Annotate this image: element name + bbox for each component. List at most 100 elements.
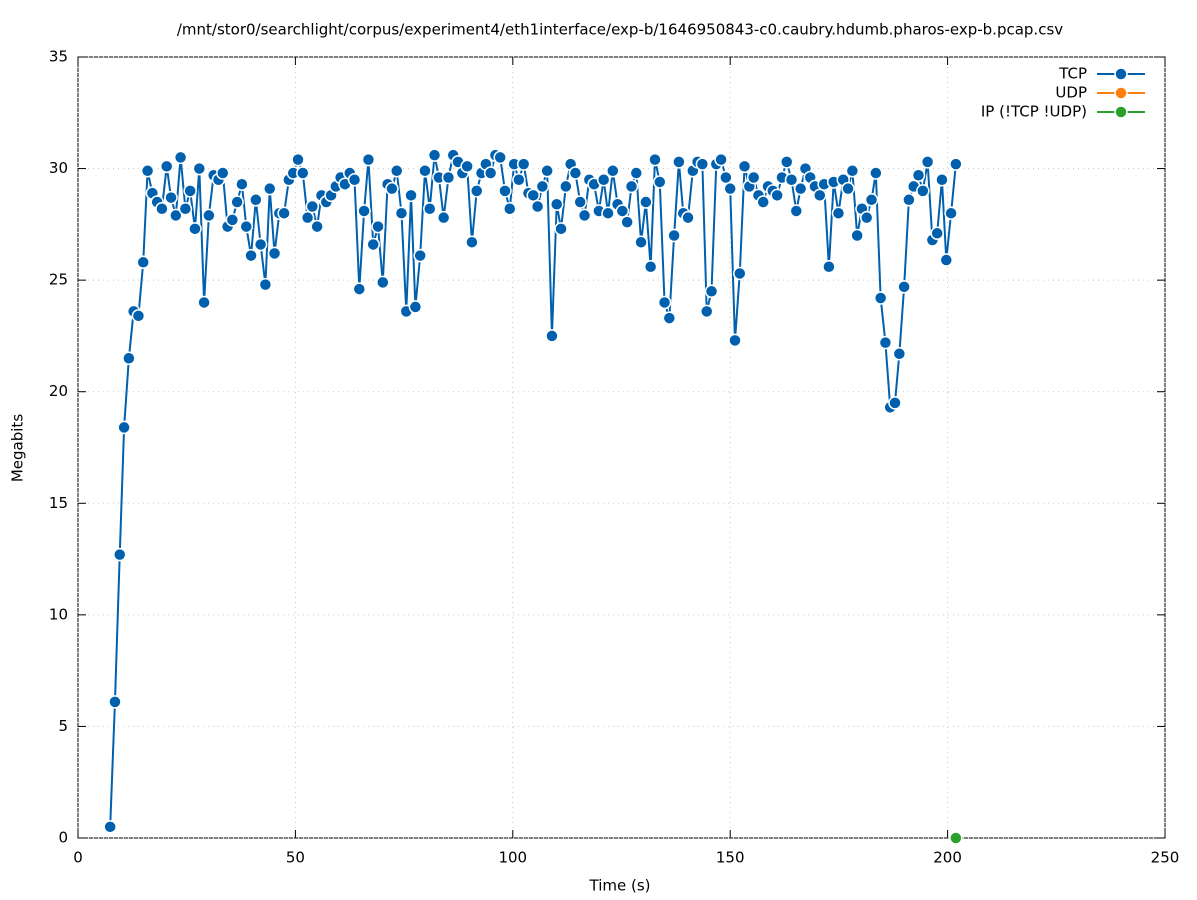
data-point — [244, 248, 258, 263]
data-point — [418, 164, 432, 178]
data-point — [136, 255, 150, 270]
data-point — [202, 208, 216, 223]
data-point — [159, 159, 174, 174]
data-point — [239, 219, 254, 234]
data-point — [949, 157, 963, 171]
data-point — [850, 228, 864, 243]
data-point — [559, 179, 573, 194]
data-point — [601, 206, 615, 220]
data-point — [648, 152, 662, 167]
data-point — [935, 172, 949, 187]
y-tick-label: 10 — [49, 605, 68, 623]
data-point — [624, 179, 639, 194]
legend-label: TCP — [1058, 65, 1087, 83]
data-point — [164, 190, 178, 205]
data-point — [813, 188, 827, 203]
x-axis-label: Time (s) — [589, 877, 651, 895]
data-point — [413, 248, 427, 263]
x-tick-label: 150 — [716, 849, 745, 867]
data-point — [779, 155, 794, 169]
data-point — [662, 311, 677, 325]
data-point — [714, 152, 728, 167]
data-point — [789, 204, 804, 218]
y-axis-label: Megabits — [9, 414, 27, 482]
data-point — [596, 172, 611, 187]
data-point — [305, 199, 320, 214]
data-point — [573, 195, 587, 209]
data-point — [643, 260, 658, 274]
data-point — [897, 280, 911, 294]
data-point — [277, 206, 291, 220]
data-point — [568, 166, 583, 180]
x-tick-label: 0 — [73, 849, 83, 867]
data-point — [723, 181, 737, 196]
data-point — [784, 172, 799, 187]
data-point — [296, 166, 310, 180]
data-point — [535, 179, 550, 194]
data-point — [657, 295, 672, 310]
y-tick-label: 0 — [58, 829, 68, 847]
data-point — [188, 222, 202, 236]
y-tick-label: 35 — [49, 48, 68, 66]
data-point — [930, 226, 944, 241]
legend-swatch — [1114, 105, 1128, 119]
data-point — [460, 159, 474, 174]
data-point — [155, 201, 169, 216]
x-tick-label: 50 — [286, 849, 305, 867]
data-point — [436, 210, 451, 225]
data-point — [258, 277, 273, 292]
data-point — [737, 159, 752, 174]
data-point — [122, 351, 136, 365]
data-point — [699, 304, 714, 319]
data-point — [695, 157, 710, 171]
data-point — [361, 152, 376, 167]
data-point — [404, 188, 418, 203]
data-point — [845, 164, 860, 178]
data-point — [427, 148, 442, 162]
data-point — [423, 201, 437, 216]
data-point — [639, 195, 653, 209]
data-point — [262, 181, 277, 196]
data-point — [864, 193, 879, 207]
data-point — [530, 199, 545, 214]
data-point — [225, 213, 240, 227]
data-point — [192, 161, 207, 176]
data-point — [291, 152, 305, 167]
data-point — [770, 188, 784, 203]
data-point — [756, 195, 770, 209]
data-point — [408, 300, 423, 314]
y-tick-label: 25 — [49, 271, 68, 289]
data-point — [493, 150, 507, 165]
data-point — [441, 170, 456, 185]
data-point — [249, 193, 263, 207]
data-point — [140, 164, 155, 178]
data-point — [108, 695, 122, 709]
data-point — [831, 206, 846, 220]
data-point — [169, 208, 183, 223]
data-point — [615, 204, 630, 218]
data-point — [503, 201, 517, 216]
data-point — [878, 335, 893, 350]
data-point — [483, 166, 498, 180]
data-point — [841, 181, 855, 196]
data-point — [733, 266, 747, 281]
data-point — [347, 172, 362, 187]
data-point — [376, 275, 390, 290]
data-point — [554, 222, 568, 236]
y-tick-label: 5 — [58, 717, 68, 735]
data-point — [469, 184, 484, 198]
data-point — [267, 246, 282, 261]
data-point — [352, 282, 367, 296]
data-point — [793, 181, 808, 196]
data-point — [577, 208, 592, 223]
data-point — [545, 329, 559, 343]
data-point — [653, 175, 667, 189]
data-point — [300, 210, 315, 225]
data-point — [888, 396, 902, 410]
data-point — [822, 260, 836, 274]
data-point — [634, 235, 648, 249]
data-point — [394, 206, 409, 220]
data-point — [465, 235, 479, 249]
data-point — [620, 215, 634, 229]
